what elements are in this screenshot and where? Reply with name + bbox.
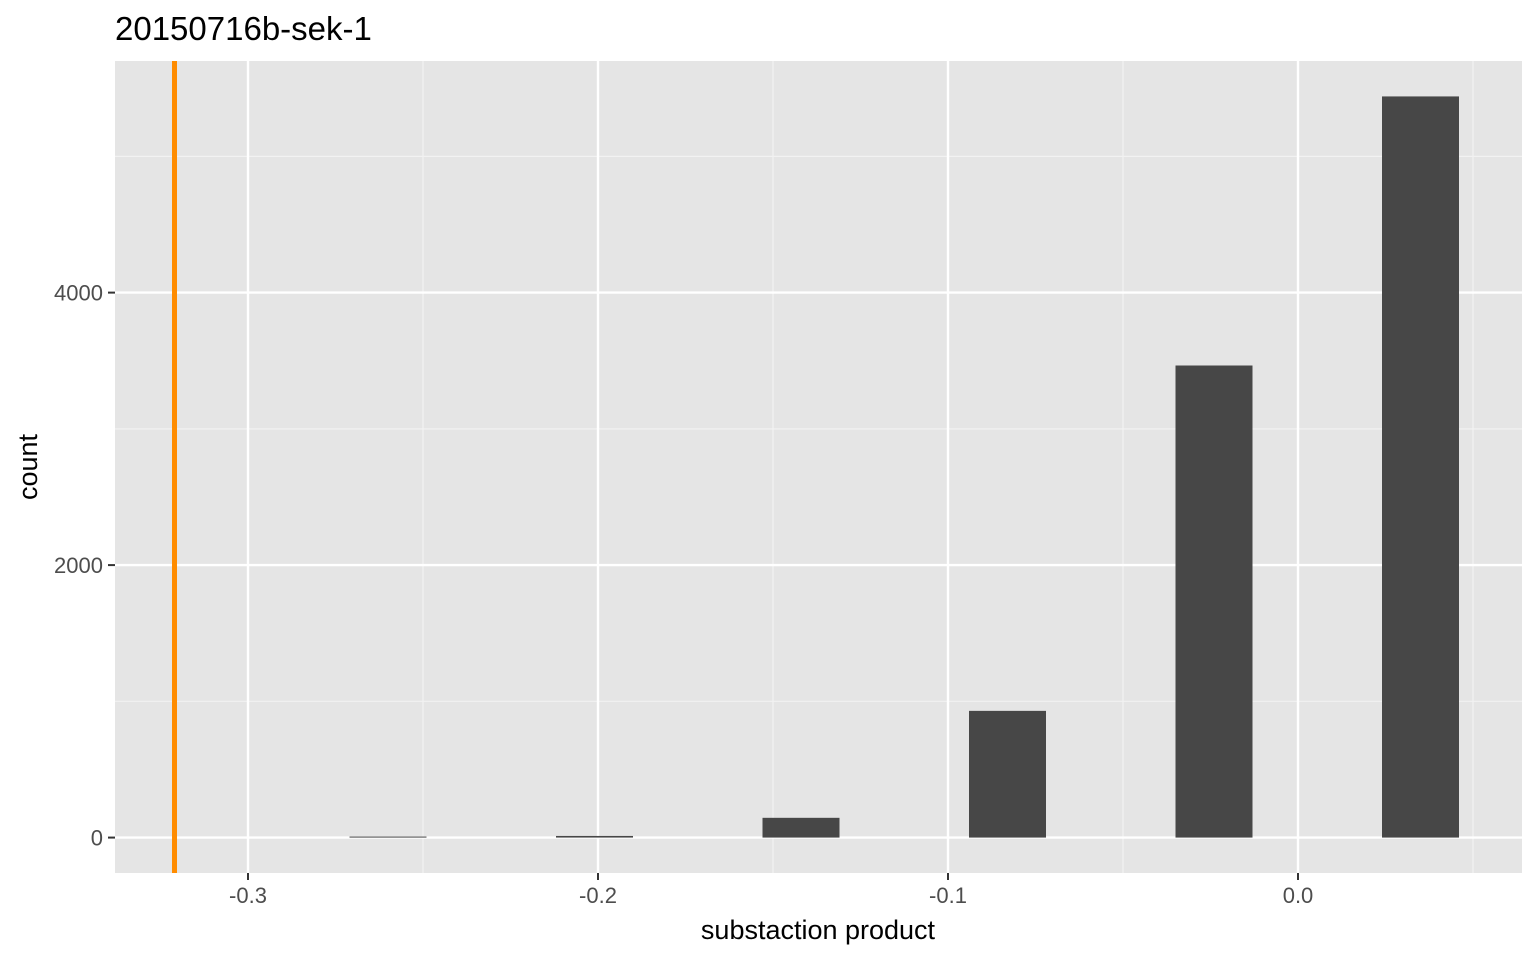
x-tick-label: -0.3	[229, 883, 267, 908]
y-tick-label: 0	[91, 826, 103, 851]
plot-panel	[115, 61, 1522, 873]
x-tick-label: 0.0	[1283, 883, 1314, 908]
histogram-bars	[349, 96, 1459, 838]
histogram-bar	[1175, 365, 1253, 838]
x-tick-label: -0.1	[929, 883, 967, 908]
x-axis-ticks: -0.3 -0.2 -0.1 0.0	[229, 873, 1313, 908]
minor-gridlines	[115, 61, 1522, 873]
chart-title: 20150716b-sek-1	[115, 10, 372, 47]
histogram-bar	[762, 817, 840, 838]
histogram-bar	[349, 836, 427, 838]
y-axis-ticks: 0 2000 4000	[54, 281, 115, 851]
histogram-bar	[556, 835, 633, 838]
y-tick-label: 4000	[54, 281, 103, 306]
histogram-bar	[969, 710, 1046, 838]
x-tick-label: -0.2	[579, 883, 617, 908]
y-tick-label: 2000	[54, 553, 103, 578]
histogram-bar	[1382, 96, 1459, 838]
y-axis-title: count	[13, 433, 43, 500]
x-axis-title: substaction product	[701, 915, 936, 945]
